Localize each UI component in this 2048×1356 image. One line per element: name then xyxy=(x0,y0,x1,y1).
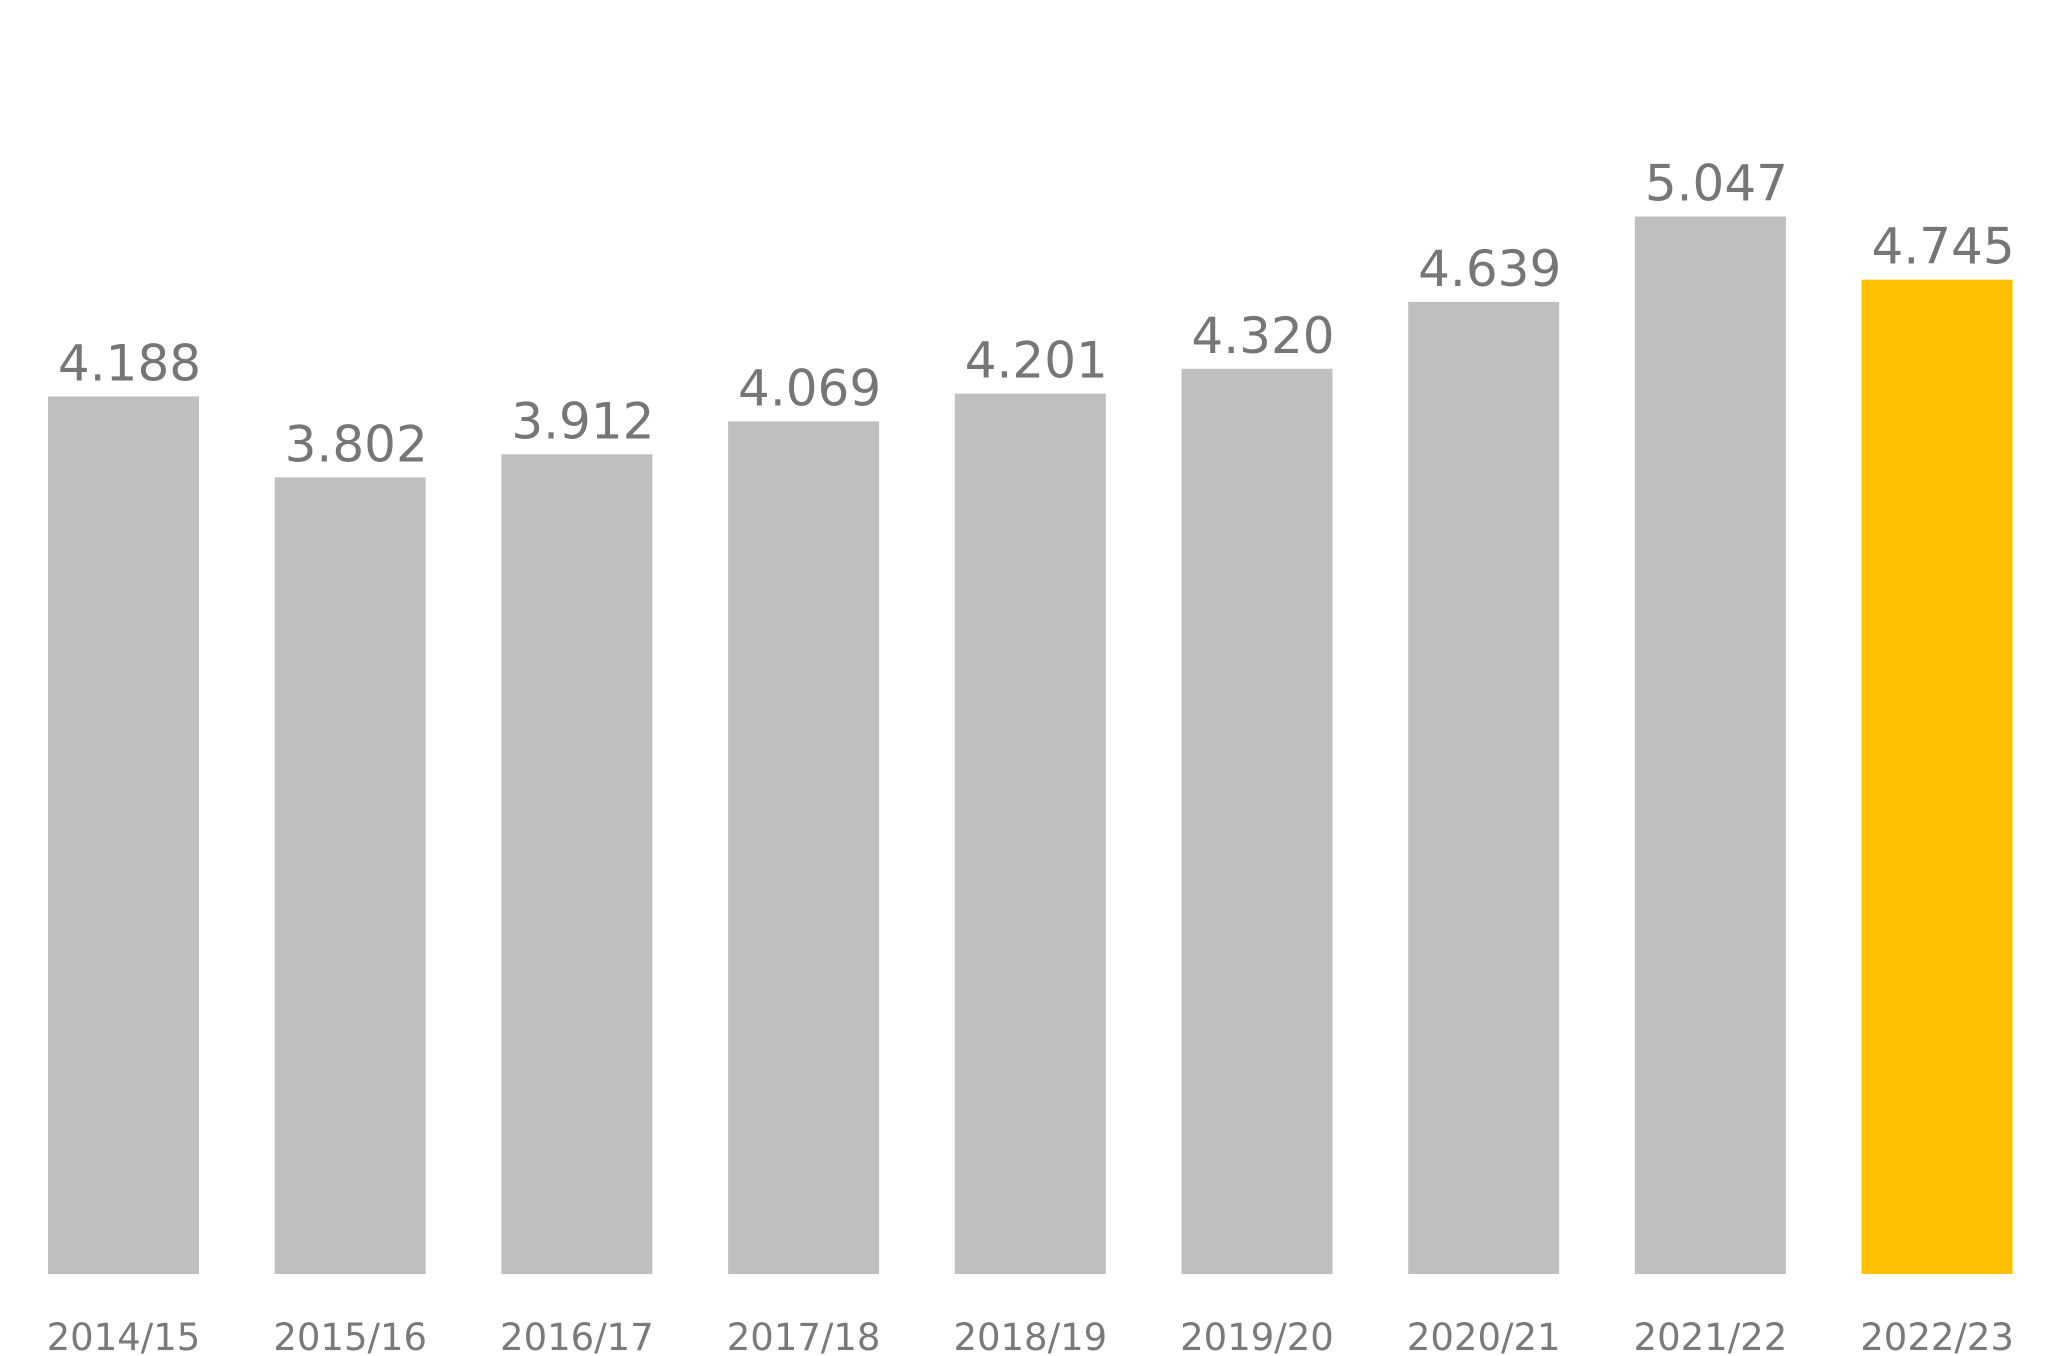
data-label: 4.320 xyxy=(1191,307,1334,365)
bar-2019-20 xyxy=(1181,368,1333,1274)
data-label: 3.912 xyxy=(511,392,654,450)
x-tick-label: 2022/23 xyxy=(1860,1316,2014,1356)
bar-2021-22 xyxy=(1634,216,1786,1274)
bar-2020-21 xyxy=(1408,301,1560,1274)
x-tick-label: 2021/22 xyxy=(1634,1316,1788,1356)
x-tick-label: 2015/16 xyxy=(273,1316,427,1356)
x-tick-label: 2016/17 xyxy=(500,1316,654,1356)
data-label: 4.201 xyxy=(965,332,1108,390)
bars-layer xyxy=(48,216,2013,1274)
x-axis-tick-labels: 2014/15 2015/16 2016/17 2017/18 2018/19 2019/… xyxy=(47,1316,2014,1356)
bar-2015-16 xyxy=(274,477,426,1274)
bar-2016-17 xyxy=(501,454,653,1274)
data-label: 4.069 xyxy=(738,359,881,417)
data-label: 5.047 xyxy=(1645,155,1788,213)
x-tick-label: 2020/21 xyxy=(1407,1316,1561,1356)
data-label: 4.639 xyxy=(1418,240,1561,298)
value-labels-layer: 4.188 3.802 3.912 4.069 4.201 4.320 4.639 5.047… xyxy=(58,155,2015,474)
x-tick-label: 2018/19 xyxy=(953,1316,1107,1356)
bar-2022-23 xyxy=(1861,279,2013,1274)
data-label: 3.802 xyxy=(285,415,428,473)
x-tick-label: 2017/18 xyxy=(727,1316,881,1356)
x-tick-label: 2014/15 xyxy=(47,1316,201,1356)
data-label: 4.188 xyxy=(58,334,201,392)
bar-2018-19 xyxy=(954,393,1106,1274)
data-label: 4.745 xyxy=(1872,218,2015,276)
bar-2017-18 xyxy=(728,421,880,1274)
x-tick-label: 2019/20 xyxy=(1180,1316,1334,1356)
bar-2014-15 xyxy=(48,396,199,1274)
